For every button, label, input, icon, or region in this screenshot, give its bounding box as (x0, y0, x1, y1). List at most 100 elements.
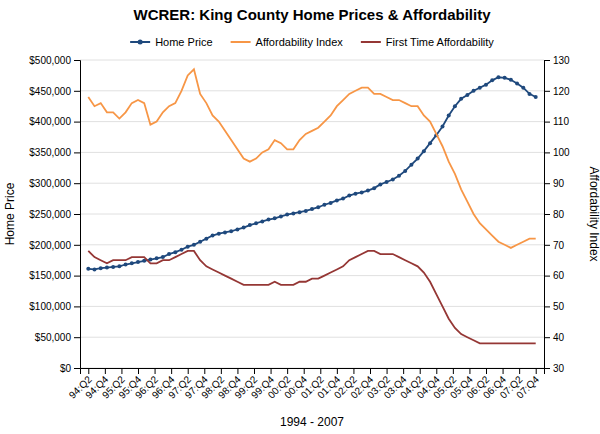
tick: 70 (544, 240, 565, 251)
marker (161, 255, 165, 259)
tick: 90 (544, 178, 565, 189)
tick-label: $400,000 (29, 116, 71, 127)
grid (80, 60, 544, 368)
tick-mark (74, 60, 80, 61)
legend-marker (138, 40, 143, 45)
tick-mark (74, 122, 80, 123)
tick: 50 (544, 301, 565, 312)
tick-mark (105, 368, 106, 374)
tick-label: $300,000 (29, 178, 71, 189)
x-axis: 94:Q294:Q495:Q295:Q496:Q296:Q497:Q297:Q4… (67, 368, 545, 401)
legend-label: Home Price (155, 36, 212, 48)
tick-mark (337, 368, 338, 374)
tick: $500,000 (29, 55, 80, 66)
marker (248, 223, 252, 227)
tick-mark (544, 276, 550, 277)
marker (484, 83, 488, 87)
legend-item: Home Price (130, 36, 212, 48)
tick-mark (519, 368, 520, 374)
tick: 60 (544, 270, 565, 281)
axis-line (74, 61, 81, 369)
marker (534, 95, 538, 99)
tick-mark (204, 368, 205, 374)
tick-mark (420, 368, 421, 374)
tick: 80 (544, 209, 565, 220)
tick: $50,000 (35, 332, 80, 343)
tick-mark (544, 368, 550, 369)
grid-line (80, 306, 544, 307)
tick-label: $150,000 (29, 270, 71, 281)
marker (242, 226, 246, 230)
tick-label: 50 (553, 301, 565, 312)
tick-label: 120 (553, 86, 570, 97)
tick-label: $0 (60, 363, 72, 374)
tick: $300,000 (29, 178, 80, 189)
grid-line (80, 275, 544, 276)
tick-mark (221, 368, 222, 374)
legend-label: Affordability Index (256, 36, 344, 48)
marker (372, 186, 376, 190)
marker (180, 248, 184, 252)
tick-mark (436, 368, 437, 374)
tick-mark (74, 183, 80, 184)
tick-mark (544, 337, 550, 338)
tick-mark (370, 368, 371, 374)
grid-line (80, 152, 544, 153)
tick-mark (544, 91, 550, 92)
tick-label: $450,000 (29, 86, 71, 97)
marker (254, 221, 258, 225)
series-line (88, 77, 535, 269)
tick-mark (403, 368, 404, 374)
marker (279, 214, 283, 218)
tick-mark (74, 276, 80, 277)
marker (335, 198, 339, 202)
marker (496, 75, 500, 79)
marker (211, 234, 215, 238)
tick-mark (544, 214, 550, 215)
tick: $0 (60, 363, 80, 374)
marker (490, 78, 494, 82)
tick: 100 (544, 147, 570, 158)
tick-mark (188, 368, 189, 374)
marker (99, 266, 103, 270)
marker (217, 232, 221, 236)
tick-label: 100 (553, 147, 570, 158)
marker (472, 89, 476, 93)
tick: $400,000 (29, 116, 80, 127)
grid-line (80, 244, 544, 245)
marker (366, 189, 370, 193)
tick-mark (387, 368, 388, 374)
marker (204, 237, 208, 241)
tick-mark (453, 368, 454, 374)
tick-mark (320, 368, 321, 374)
tick-mark (544, 60, 550, 61)
tick: 40 (544, 332, 565, 343)
tick-label: $50,000 (35, 332, 72, 343)
series-line (88, 69, 535, 248)
y2-axis-title: Affordability Index (587, 166, 600, 261)
tick-mark (254, 368, 255, 374)
tick-label: 130 (553, 55, 570, 66)
legend: Home Price Affordability Index First Time … (130, 36, 494, 48)
legend-label: First Time Affordability (386, 36, 494, 48)
tick-label: $350,000 (29, 147, 71, 158)
marker (173, 250, 177, 254)
marker (130, 261, 134, 265)
tick: 110 (544, 116, 569, 127)
tick-label: $200,000 (29, 240, 71, 251)
tick-mark (544, 245, 550, 246)
marker (441, 125, 445, 129)
grid-line (80, 337, 544, 338)
tick-mark (287, 368, 288, 374)
marker (167, 252, 171, 256)
tick-label: 07:Q4 (514, 373, 541, 400)
tick-label: $100,000 (29, 301, 71, 312)
tick: $200,000 (29, 240, 80, 251)
tick-label: 60 (553, 270, 565, 281)
marker (310, 207, 314, 211)
marker (397, 174, 401, 178)
marker (378, 182, 382, 186)
tick-label: 30 (553, 363, 565, 374)
tick-label: 70 (553, 240, 565, 251)
marker (360, 190, 364, 194)
